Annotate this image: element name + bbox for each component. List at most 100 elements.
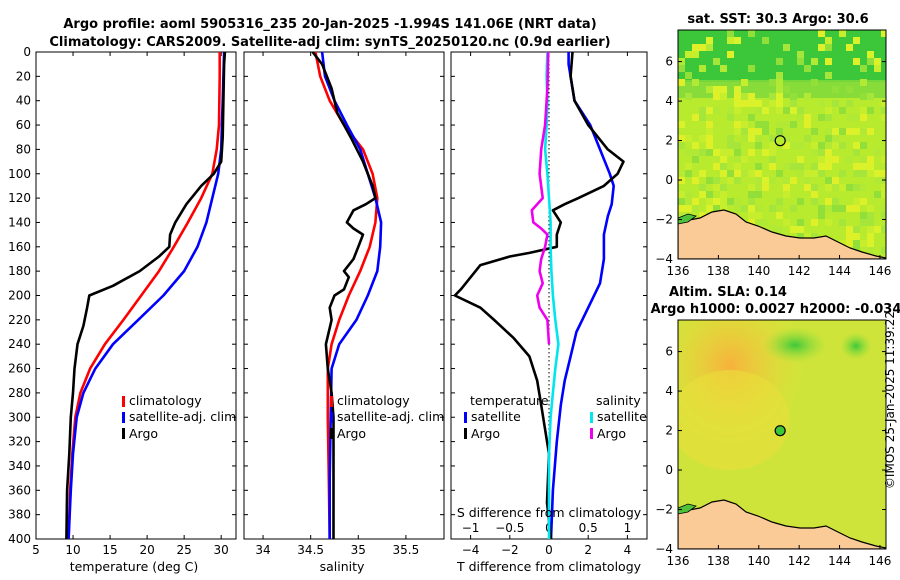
sst-pixel — [881, 205, 886, 212]
legend-label-s-argo: Argo — [597, 426, 626, 441]
temperature-y-tick-label: 80 — [16, 142, 31, 156]
sst-pixel — [734, 156, 741, 163]
difference-x-tick-label: 2 — [584, 543, 592, 557]
sst-pixel — [769, 79, 776, 86]
sst-pixel — [748, 219, 755, 226]
sst-pixel — [776, 86, 783, 93]
legend-swatch-sat — [122, 412, 125, 423]
sst-pixel — [727, 107, 734, 114]
sst-pixel — [748, 149, 755, 156]
sst-pixel — [706, 191, 713, 198]
map-x-tick-label: 136 — [667, 554, 690, 568]
sla-map-frame — [677, 319, 887, 550]
temperature-x-tick-label: 5 — [32, 543, 40, 557]
sst-pixel — [741, 170, 748, 177]
sst-pixel — [811, 184, 818, 191]
legend-label-sat: satellite-adj. clim — [129, 409, 236, 424]
salinity-x-tick-label: 35 — [351, 543, 366, 557]
sst-pixel — [734, 107, 741, 114]
sst-pixel — [804, 177, 811, 184]
sst-pixel — [678, 65, 685, 72]
sst-pixel — [839, 184, 846, 191]
sst-pixel — [881, 212, 886, 219]
sst-pixel — [755, 170, 762, 177]
sst-pixel — [846, 233, 853, 240]
sst-pixel — [734, 163, 741, 170]
sst-pixel — [706, 86, 713, 93]
sst-pixel — [790, 93, 797, 100]
sst-pixel — [867, 233, 874, 240]
sst-pixel — [825, 219, 832, 226]
sst-pixel — [748, 191, 755, 198]
sst-pixel — [804, 65, 811, 72]
map-y-tick-label: −2 — [655, 503, 673, 517]
difference-panel: −4 −2 0 2 4 T difference from climatology −1 −0… — [450, 51, 648, 574]
sst-pixel — [797, 51, 804, 58]
sst-pixel — [713, 107, 720, 114]
sst-pixel — [867, 170, 874, 177]
sst-pixel — [692, 177, 699, 184]
map-y-tick-label: −4 — [655, 252, 673, 266]
sst-pixel — [832, 86, 839, 93]
sst-pixel — [776, 128, 783, 135]
sst-pixel — [853, 226, 860, 233]
temperature-x-tick-label: 20 — [139, 543, 154, 557]
sst-pixel — [748, 212, 755, 219]
sst-pixel — [734, 37, 741, 44]
sst-pixel — [748, 93, 755, 100]
sst-pixel — [804, 135, 811, 142]
sst-pixel — [825, 177, 832, 184]
map-x-tick-label: 140 — [747, 554, 770, 568]
sst-pixel — [769, 100, 776, 107]
sst-pixel — [832, 135, 839, 142]
s-difference-tick-label: 1 — [624, 521, 632, 535]
sst-pixel — [713, 149, 720, 156]
temperature-y-tick-label: 260 — [8, 362, 31, 376]
sst-pixel — [881, 100, 886, 107]
sst-pixel — [790, 163, 797, 170]
temperature-y-tick-label: 120 — [8, 191, 31, 205]
sst-pixel — [839, 240, 846, 247]
sst-pixel — [720, 191, 727, 198]
sst-pixel — [846, 86, 853, 93]
sst-pixel — [692, 51, 699, 58]
legend-label-s-sat: satellite — [597, 409, 647, 424]
temperature-y-tick-label: 100 — [8, 167, 31, 181]
sst-pixel — [699, 114, 706, 121]
sst-pixel — [783, 142, 790, 149]
sst-pixel — [797, 156, 804, 163]
sst-pixel — [874, 170, 881, 177]
sst-pixel — [720, 163, 727, 170]
sla-map-title: Altim. SLA: 0.14 — [669, 285, 787, 300]
sst-pixel — [755, 142, 762, 149]
sst-pixel — [867, 226, 874, 233]
sst-pixel — [692, 142, 699, 149]
sst-pixel — [678, 191, 685, 198]
sst-pixel — [818, 142, 825, 149]
sst-pixel — [825, 142, 832, 149]
legend-swatch-s-sat — [590, 412, 593, 423]
temperature-y-tick-label: 220 — [8, 313, 31, 327]
temperature-y-tick-label: 0 — [23, 45, 31, 59]
sst-pixel — [853, 114, 860, 121]
sst-pixel — [797, 170, 804, 177]
sst-pixel — [783, 177, 790, 184]
sst-pixel — [685, 163, 692, 170]
sst-pixel — [832, 128, 839, 135]
sst-pixel — [685, 198, 692, 205]
sst-pixel — [706, 121, 713, 128]
sst-pixel — [825, 135, 832, 142]
sst-pixel — [874, 65, 881, 72]
sst-pixel — [860, 240, 867, 247]
sst-pixel — [832, 156, 839, 163]
sst-pixel — [790, 205, 797, 212]
sst-pixel — [727, 198, 734, 205]
temperature-y-tick-label: 180 — [8, 264, 31, 278]
sst-pixel — [853, 170, 860, 177]
sst-pixel — [839, 107, 846, 114]
sla-land — [678, 499, 886, 549]
sst-pixel — [867, 240, 874, 247]
sst-pixel — [853, 163, 860, 170]
sst-pixel — [797, 198, 804, 205]
difference-legend: temperature satellite Argo salinity sate… — [464, 393, 647, 441]
